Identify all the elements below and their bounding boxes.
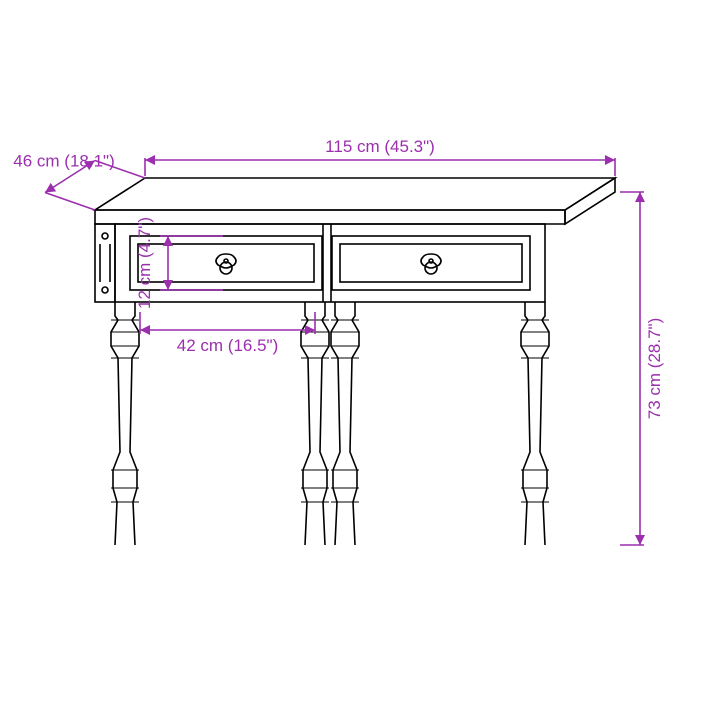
table-outline [95, 178, 615, 545]
dim-drawer-height-label: 12 cm (4.7") [135, 217, 154, 309]
dim-drawer-width-label: 42 cm (16.5") [177, 336, 278, 355]
drawer-left [130, 236, 322, 290]
dim-height-label: 73 cm (28.7") [645, 318, 664, 419]
table-leg [111, 302, 139, 545]
table-leg [331, 302, 359, 545]
drawer-right [332, 236, 530, 290]
table-leg [521, 302, 549, 545]
dimension-diagram: 115 cm (45.3") 46 cm (18.1") 73 cm (28.7")… [0, 0, 705, 705]
table-leg [301, 302, 329, 545]
dim-width-label: 115 cm (45.3") [325, 137, 435, 156]
dim-depth-label: 46 cm (18.1") [13, 152, 114, 171]
